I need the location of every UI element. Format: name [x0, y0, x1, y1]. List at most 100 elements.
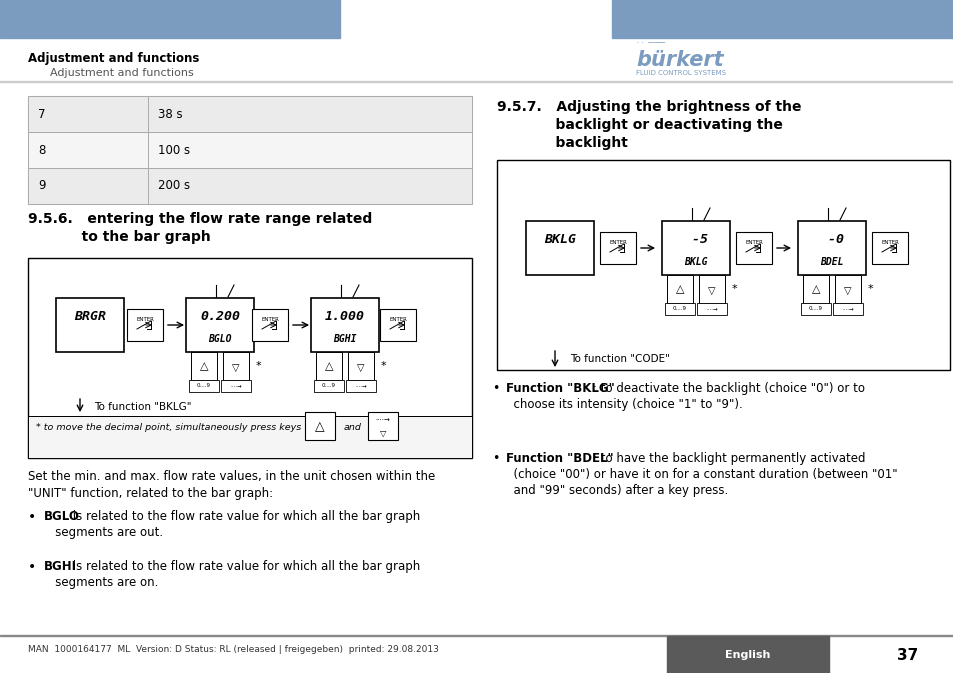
Text: 0....9: 0....9 [196, 384, 211, 388]
Bar [525, 221, 594, 275]
Text: BDEL: BDEL [820, 257, 842, 267]
Text: English: English [724, 650, 770, 660]
Text: ····→: ····→ [841, 306, 853, 312]
Bar [28, 416, 472, 458]
Bar [697, 303, 726, 315]
Bar [28, 258, 472, 458]
Text: ····→: ····→ [705, 306, 717, 312]
Bar [314, 380, 344, 392]
Text: 0....9: 0....9 [322, 384, 335, 388]
Bar [0, 635, 953, 636]
Text: Function "BKLG": Function "BKLG" [505, 382, 614, 395]
Text: BGLO: BGLO [208, 334, 232, 344]
Bar [305, 412, 335, 440]
Text: •: • [28, 510, 36, 524]
Bar [379, 309, 416, 341]
Bar [368, 412, 397, 440]
Text: •: • [28, 560, 36, 574]
Text: is related to the flow rate value for which all the bar graph: is related to the flow rate value for wh… [69, 510, 419, 523]
Bar [311, 298, 378, 352]
Bar [666, 636, 828, 673]
Text: ····→: ····→ [230, 384, 241, 388]
Text: (choice "00") or have it on for a constant duration (between "01": (choice "00") or have it on for a consta… [505, 468, 897, 481]
Text: To function "CODE": To function "CODE" [569, 354, 669, 364]
Bar [797, 221, 865, 275]
Text: •: • [492, 452, 498, 465]
Bar [127, 309, 163, 341]
Bar [801, 303, 830, 315]
Text: Function "BDEL": Function "BDEL" [505, 452, 613, 465]
Text: •: • [492, 382, 498, 395]
Text: backlight: backlight [497, 136, 627, 150]
Text: *: * [731, 284, 737, 294]
Bar [871, 232, 907, 264]
Text: BKLG: BKLG [543, 234, 576, 246]
Text: ····→: ····→ [375, 418, 390, 424]
Text: 7: 7 [38, 108, 46, 120]
Text: -5: -5 [683, 234, 707, 246]
Text: backlight or deactivating the: backlight or deactivating the [497, 118, 782, 132]
Text: * to move the decimal point, simultaneously press keys: * to move the decimal point, simultaneou… [36, 423, 301, 433]
Text: △: △ [324, 361, 333, 371]
Bar [0, 81, 953, 82]
Bar [802, 275, 828, 303]
Text: and: and [344, 423, 361, 431]
Bar [28, 132, 472, 168]
Bar [346, 380, 375, 392]
Text: 1.000: 1.000 [325, 310, 365, 324]
Bar [28, 132, 472, 168]
Bar [834, 275, 861, 303]
Bar [28, 96, 472, 132]
Text: ENTER: ENTER [608, 240, 626, 246]
Bar [186, 298, 253, 352]
Text: BGHI: BGHI [333, 334, 356, 344]
Bar [599, 232, 636, 264]
Text: BGLO: BGLO [44, 510, 80, 523]
Bar [832, 303, 862, 315]
Bar [28, 168, 472, 204]
Text: *: * [380, 361, 386, 371]
Text: 9.5.7.   Adjusting the brightness of the: 9.5.7. Adjusting the brightness of the [497, 100, 801, 114]
Text: ENTER: ENTER [136, 318, 153, 322]
Bar [28, 168, 472, 204]
Text: △: △ [199, 361, 208, 371]
Text: To function "BKLG": To function "BKLG" [94, 402, 192, 412]
Text: 9: 9 [38, 180, 46, 192]
Text: FLUID CONTROL SYSTEMS: FLUID CONTROL SYSTEMS [636, 70, 725, 76]
Text: △: △ [811, 284, 820, 294]
Text: ▽: ▽ [843, 286, 851, 296]
Bar [699, 275, 724, 303]
Text: ENTER: ENTER [389, 318, 407, 322]
Text: MAN  1000164177  ML  Version: D Status: RL (released | freigegeben)  printed: 29: MAN 1000164177 ML Version: D Status: RL … [28, 645, 438, 654]
Text: 37: 37 [897, 647, 918, 662]
Bar [221, 380, 251, 392]
Bar [56, 298, 124, 352]
Text: segments are on.: segments are on. [44, 576, 158, 589]
Text: Set the min. and max. flow rate values, in the unit chosen within the: Set the min. and max. flow rate values, … [28, 470, 435, 483]
Text: BGHI: BGHI [44, 560, 77, 573]
Text: 0.200: 0.200 [200, 310, 240, 324]
Text: 0....9: 0....9 [808, 306, 822, 312]
Text: · ·  ────: · · ──── [637, 40, 664, 46]
Text: 38 s: 38 s [158, 108, 182, 120]
Text: Adjustment and functions: Adjustment and functions [28, 52, 199, 65]
Bar [189, 380, 219, 392]
Text: 9.5.6.   entering the flow rate range related: 9.5.6. entering the flow rate range rela… [28, 212, 372, 226]
Text: 0....9: 0....9 [672, 306, 686, 312]
Text: choose its intensity (choice "1" to "9").: choose its intensity (choice "1" to "9")… [505, 398, 742, 411]
Bar [348, 352, 374, 380]
Text: : to have the backlight permanently activated: : to have the backlight permanently acti… [593, 452, 864, 465]
Bar [612, 0, 953, 38]
Text: ▽: ▽ [232, 363, 239, 373]
Text: BKLG: BKLG [683, 257, 707, 267]
Text: ▽: ▽ [707, 286, 715, 296]
Bar [252, 309, 288, 341]
Text: segments are out.: segments are out. [44, 526, 163, 539]
Text: 100 s: 100 s [158, 143, 190, 157]
Bar [315, 352, 341, 380]
Text: Adjustment and functions: Adjustment and functions [50, 68, 193, 78]
Text: △: △ [314, 421, 324, 433]
Bar [191, 352, 216, 380]
Text: is related to the flow rate value for which all the bar graph: is related to the flow rate value for wh… [69, 560, 419, 573]
Text: 8: 8 [38, 143, 46, 157]
